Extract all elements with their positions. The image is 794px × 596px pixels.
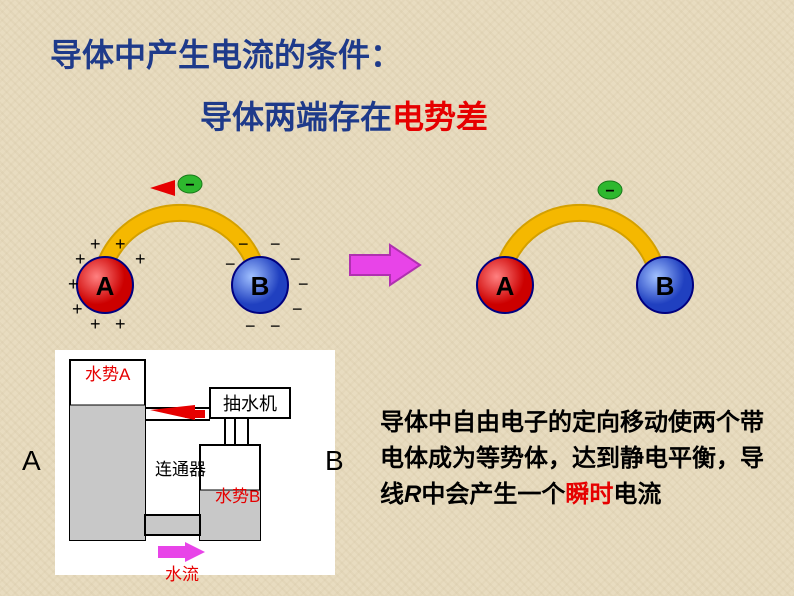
explanation-text: 导体中自由电子的定向移动使两个带电体成为等势体，达到静电平衡，导线R中会产生一个… — [380, 405, 770, 513]
svg-text:+: + — [115, 234, 126, 254]
explain-highlight: 瞬时 — [565, 481, 613, 508]
sphere-a-label: A — [96, 271, 115, 301]
svg-text:B: B — [656, 271, 675, 301]
explain-r: R — [404, 481, 421, 508]
svg-text:−: − — [225, 254, 236, 274]
water-level-a-label: 水势A — [85, 360, 130, 385]
transition-arrow — [345, 240, 425, 290]
svg-text:+: + — [68, 274, 79, 294]
subtitle: 导体两端存在电势差 — [200, 92, 488, 138]
circuit-left-diagram: − A B + + + + + + + + − − − − − − − − — [40, 150, 320, 340]
svg-text:−: − — [290, 249, 301, 269]
svg-text:A: A — [496, 271, 515, 301]
svg-text:−: − — [185, 177, 194, 194]
circuit-right-diagram: − A B — [450, 150, 730, 340]
pump-label: 抽水机 — [223, 394, 277, 414]
svg-text:−: − — [238, 234, 249, 254]
tank-b-label: B — [325, 445, 344, 477]
svg-text:−: − — [292, 299, 303, 319]
svg-text:−: − — [605, 183, 614, 200]
water-level-b-label: 水势B — [215, 482, 260, 507]
svg-text:+: + — [75, 249, 86, 269]
flow-label: 水流 — [165, 560, 199, 585]
svg-text:−: − — [298, 274, 309, 294]
svg-text:+: + — [90, 314, 101, 334]
svg-text:+: + — [72, 299, 83, 319]
connector-label: 连通器 — [155, 455, 206, 480]
water-analogy-diagram: 抽水机 水势A 水势B 连通器 水流 A B — [30, 350, 350, 580]
tank-a-label: A — [22, 445, 41, 477]
svg-text:+: + — [115, 314, 126, 334]
svg-text:−: − — [270, 234, 281, 254]
subtitle-highlight: 电势差 — [392, 99, 488, 135]
sphere-b-label: B — [251, 271, 270, 301]
svg-text:−: − — [245, 316, 256, 336]
svg-text:+: + — [135, 249, 146, 269]
page-title: 导体中产生电流的条件： — [50, 30, 402, 76]
explain-part2: 中会产生一个 — [421, 481, 565, 508]
svg-text:+: + — [90, 234, 101, 254]
svg-text:−: − — [270, 316, 281, 336]
subtitle-prefix: 导体两端存在 — [200, 99, 392, 135]
explain-part3: 电流 — [613, 481, 661, 508]
